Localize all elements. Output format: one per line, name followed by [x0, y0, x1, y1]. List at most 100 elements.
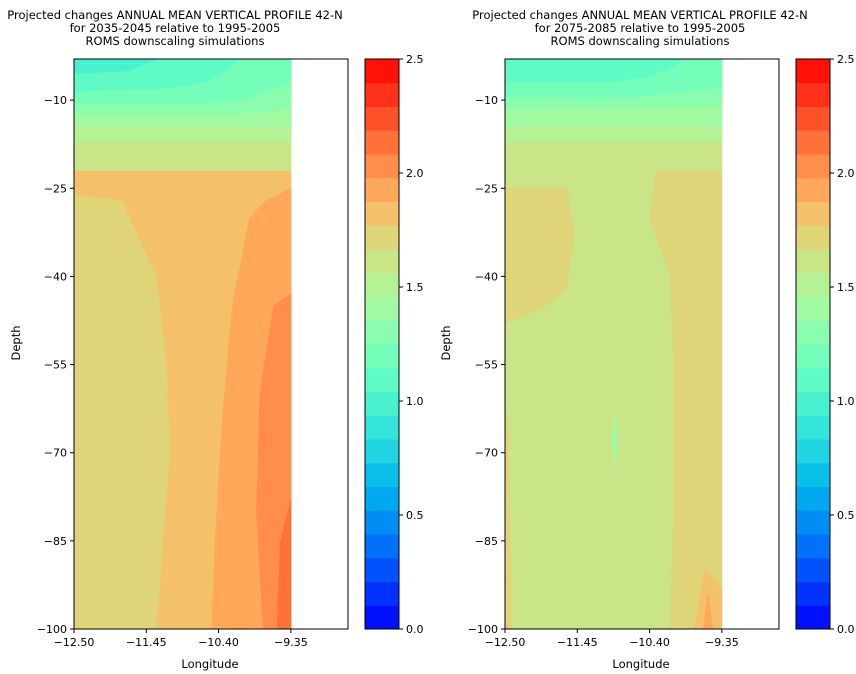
- colorbar-swatch: [365, 225, 399, 250]
- x-tick-label: −9.35: [274, 636, 308, 649]
- colorbar-swatch: [365, 59, 399, 84]
- x-tick-label: −11.45: [557, 636, 598, 649]
- colorbar-swatch: [365, 344, 399, 369]
- colorbar-tick-label: 1.5: [406, 281, 424, 294]
- colorbar-swatch: [365, 154, 399, 179]
- colorbar-tick-label: 1.0: [837, 395, 855, 408]
- colorbar-swatch: [365, 249, 399, 274]
- chart-panel-2075-2085: Projected changes ANNUAL MEAN VERTICAL P…: [439, 8, 855, 671]
- colorbar-swatch: [796, 82, 830, 107]
- colorbar-tick-label: 0.0: [406, 623, 424, 636]
- colorbar-swatch: [796, 344, 830, 369]
- colorbar-tick-label: 2.5: [406, 53, 424, 66]
- axes: −12.50 −11.45 −10.40 −9.35 −10 −25 −40 −55 −70 −8…: [37, 58, 349, 649]
- chart-title-line-2: for 2075-2085 relative to 1995-2005: [535, 21, 746, 35]
- y-tick-label: −40: [44, 270, 67, 283]
- contour-region: [611, 411, 618, 471]
- contour-region: [505, 59, 685, 83]
- y-tick-label: −85: [475, 535, 498, 548]
- colorbar-swatch: [365, 605, 399, 630]
- colorbar-swatch: [365, 581, 399, 606]
- colorbar-swatch: [365, 486, 399, 511]
- colorbar-swatch: [365, 439, 399, 464]
- colorbar-swatch: [796, 320, 830, 345]
- colorbar-swatch: [796, 391, 830, 416]
- y-tick-label: −25: [44, 182, 67, 195]
- colorbar-swatch: [365, 130, 399, 155]
- colorbar-swatch: [365, 510, 399, 535]
- x-tick-label: −10.40: [629, 636, 670, 649]
- colorbar-swatch: [365, 367, 399, 392]
- colorbar-swatch: [796, 154, 830, 179]
- y-tick-label: −70: [44, 447, 67, 460]
- colorbar-swatch: [796, 415, 830, 440]
- colorbar-swatch: [365, 296, 399, 321]
- x-axis-label: Longitude: [612, 657, 669, 671]
- y-tick-label: −100: [37, 623, 67, 636]
- axes-frame: [504, 58, 780, 630]
- contour-region: [74, 59, 157, 75]
- y-axis-label: Depth: [9, 325, 23, 360]
- colorbar-swatch: [796, 510, 830, 535]
- colorbar-swatch: [796, 557, 830, 582]
- colorbar-tick-label: 0.0: [837, 623, 855, 636]
- colorbar-swatch: [796, 249, 830, 274]
- contour-region: [649, 170, 723, 629]
- colorbar-tick-label: 0.5: [837, 509, 855, 522]
- y-tick-label: −85: [44, 535, 67, 548]
- chart-panel-2035-2045: Projected changes ANNUAL MEAN VERTICAL P…: [7, 8, 423, 671]
- x-tick-label: −12.50: [54, 636, 95, 649]
- y-tick-label: −70: [475, 447, 498, 460]
- colorbar-swatch: [796, 296, 830, 321]
- colorbar-swatch: [796, 130, 830, 155]
- contour-region: [276, 499, 292, 629]
- colorbar-tick-label: 0.5: [406, 509, 424, 522]
- colorbar-swatch: [365, 82, 399, 107]
- chart-title-line-1: Projected changes ANNUAL MEAN VERTICAL P…: [472, 8, 807, 22]
- colorbar-swatch: [365, 106, 399, 131]
- y-tick-label: −55: [475, 359, 498, 372]
- chart-title-line-3: ROMS downscaling simulations: [86, 34, 265, 48]
- colorbar-tick-label: 1.5: [837, 281, 855, 294]
- colorbar-swatch: [796, 201, 830, 226]
- contour-region: [74, 540, 89, 629]
- y-tick-label: −100: [468, 623, 498, 636]
- y-tick-label: −40: [475, 270, 498, 283]
- y-tick-label: −55: [44, 359, 67, 372]
- colorbar-frame: [795, 58, 831, 630]
- colorbar-swatch: [796, 177, 830, 202]
- y-tick-label: −10: [475, 94, 498, 107]
- axes: −12.50 −11.45 −10.40 −9.35 −10 −25 −40 −55 −70 −8…: [468, 58, 780, 649]
- colorbar-tick-label: 2.0: [837, 167, 855, 180]
- colorbar-swatch: [796, 462, 830, 487]
- colorbar-swatch: [365, 272, 399, 297]
- colorbar-swatch: [365, 415, 399, 440]
- chart-title-line-1: Projected changes ANNUAL MEAN VERTICAL P…: [7, 8, 342, 22]
- colorbar-swatch: [796, 605, 830, 630]
- y-tick-label: −25: [475, 182, 498, 195]
- colorbar: 0.0 0.5 1.0 1.5 2.0 2.5: [364, 53, 424, 636]
- x-axis-label: Longitude: [181, 657, 238, 671]
- colorbar-frame: [364, 58, 400, 630]
- colorbar-tick-label: 1.0: [406, 395, 424, 408]
- y-tick-label: −10: [44, 94, 67, 107]
- colorbar-swatch: [365, 557, 399, 582]
- contour-plot-area: [505, 59, 723, 629]
- colorbar-tick-label: 2.0: [406, 167, 424, 180]
- contour-region: [505, 188, 575, 324]
- colorbar-swatch: [796, 439, 830, 464]
- colorbar-swatch: [796, 486, 830, 511]
- x-tick-label: −10.40: [198, 636, 239, 649]
- contour-region: [505, 411, 513, 629]
- colorbar-swatch: [796, 59, 830, 84]
- colorbar-swatch: [365, 391, 399, 416]
- axes-frame: [73, 58, 349, 630]
- contour-region: [702, 593, 714, 629]
- x-tick-label: −9.35: [705, 636, 739, 649]
- x-tick-label: −11.45: [126, 636, 167, 649]
- colorbar-swatch: [796, 581, 830, 606]
- colorbar-swatch: [796, 367, 830, 392]
- colorbar-swatch: [796, 225, 830, 250]
- colorbar-swatch: [365, 462, 399, 487]
